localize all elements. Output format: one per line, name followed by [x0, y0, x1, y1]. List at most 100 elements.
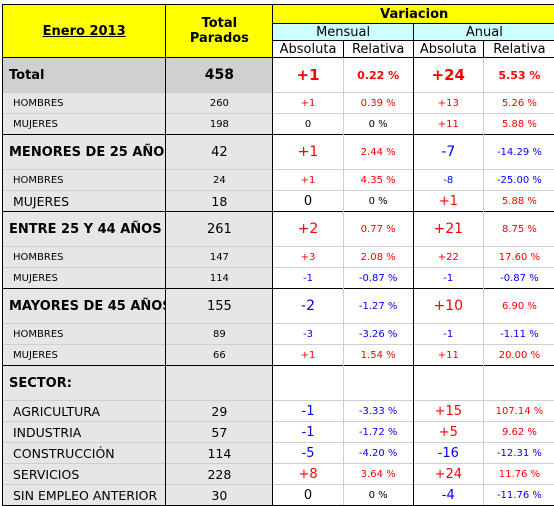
row-label: MUJERES: [3, 345, 166, 366]
anual-absoluta-value: +5: [413, 422, 483, 443]
mensual-absoluta-value: -1: [273, 422, 343, 443]
mensual-absoluta-value: 0: [273, 114, 343, 135]
total-parados-value: 228: [166, 464, 273, 485]
mensual-relativa-value: -0.87 %: [343, 268, 413, 289]
anual-relativa-value: 8.75 %: [483, 212, 554, 247]
anual-absoluta-value: -7: [413, 135, 483, 170]
total-parados-value: 29: [166, 401, 273, 422]
row-label: ENTRE 25 Y 44 AÑOS: [3, 212, 166, 247]
anual-relativa-value: 17.60 %: [483, 247, 554, 268]
anual-relativa-value: 5.26 %: [483, 93, 554, 114]
mensual-absoluta-value: +1: [273, 170, 343, 191]
variacion-header: Variacion: [273, 5, 554, 24]
mensual-absoluta-value: +1: [273, 135, 343, 170]
row-label: MUJERES: [3, 114, 166, 135]
anual-absoluta-value: -1: [413, 324, 483, 345]
mensual-relativa-value: -1.27 %: [343, 289, 413, 324]
total-parados-value: 30: [166, 485, 273, 506]
total-parados-value: 42: [166, 135, 273, 170]
anual-relativa-value: 107.14 %: [483, 401, 554, 422]
mensual-relativa-value: 2.44 %: [343, 135, 413, 170]
mensual-relativa-value: 0.77 %: [343, 212, 413, 247]
row-label: INDUSTRIA: [3, 422, 166, 443]
row-label: MAYORES DE 45 AÑOS: [3, 289, 166, 324]
mensual-absoluta-value: +8: [273, 464, 343, 485]
row-label: MUJERES: [3, 268, 166, 289]
anual-absoluta-value: -8: [413, 170, 483, 191]
anual-absoluta-value: +11: [413, 345, 483, 366]
anual-relativa-value: 20.00 %: [483, 345, 554, 366]
total-parados-value: 155: [166, 289, 273, 324]
mensual-absoluta-value: +1: [273, 345, 343, 366]
mensual-relativa-value: 0.39 %: [343, 93, 413, 114]
mensual-absoluta-value: -2: [273, 289, 343, 324]
mensual-relativa-value: 1.54 %: [343, 345, 413, 366]
anual-absoluta-value: -1: [413, 268, 483, 289]
anual-absoluta-value: [413, 366, 483, 401]
mensual-relativa-value: 2.08 %: [343, 247, 413, 268]
mensual-relativa-value: -3.26 %: [343, 324, 413, 345]
mensual-absoluta-value: +1: [273, 93, 343, 114]
total-parados-value: 57: [166, 422, 273, 443]
mensual-header: Mensual: [273, 24, 413, 41]
period-header: Enero 2013: [3, 5, 166, 58]
anual-relativa-value: [483, 366, 554, 401]
mensual-absoluta-value: -5: [273, 443, 343, 464]
mensual-absoluta-value: [273, 366, 343, 401]
anual-header: Anual: [413, 24, 554, 41]
row-label: AGRICULTURA: [3, 401, 166, 422]
total-parados-value: 198: [166, 114, 273, 135]
anual-absoluta-value: +1: [413, 191, 483, 212]
total-parados-value: 147: [166, 247, 273, 268]
anual-relativa-value: 5.88 %: [483, 191, 554, 212]
row-label: HOMBRES: [3, 247, 166, 268]
row-label: HOMBRES: [3, 170, 166, 191]
row-label: Total: [3, 58, 166, 93]
row-label: SERVICIOS: [3, 464, 166, 485]
mensual-absoluta-value: +3: [273, 247, 343, 268]
mensual-relativa-value: 3.64 %: [343, 464, 413, 485]
total-parados-value: 89: [166, 324, 273, 345]
section-row: SECTOR:: [3, 366, 554, 401]
anual-absoluta-value: -16: [413, 443, 483, 464]
anual-absoluta-value: +13: [413, 93, 483, 114]
row-label: CONSTRUCCIÓN: [3, 443, 166, 464]
anual-absoluta-header: Absoluta: [413, 41, 483, 58]
mensual-relativa-value: 0 %: [343, 485, 413, 506]
mensual-relativa-value: 4.35 %: [343, 170, 413, 191]
mensual-relativa-value: 0 %: [343, 191, 413, 212]
anual-relativa-value: 6.90 %: [483, 289, 554, 324]
mensual-absoluta-value: +1: [273, 58, 343, 93]
anual-relativa-value: 5.88 %: [483, 114, 554, 135]
anual-absoluta-value: -4: [413, 485, 483, 506]
total-parados-value: 18: [166, 191, 273, 212]
total-parados-value: 24: [166, 170, 273, 191]
total-parados-value: 66: [166, 345, 273, 366]
mensual-relativa-value: 0.22 %: [343, 58, 413, 93]
total-parados-value: 260: [166, 93, 273, 114]
anual-absoluta-value: +11: [413, 114, 483, 135]
total-parados-value: 458: [166, 58, 273, 93]
anual-absoluta-value: +15: [413, 401, 483, 422]
mensual-absoluta-value: +2: [273, 212, 343, 247]
mensual-relativa-value: 0 %: [343, 114, 413, 135]
row-label: SECTOR:: [3, 366, 166, 401]
mensual-absoluta-header: Absoluta: [273, 41, 343, 58]
mensual-relativa-value: -1.72 %: [343, 422, 413, 443]
mensual-absoluta-value: -3: [273, 324, 343, 345]
mensual-absoluta-value: -1: [273, 401, 343, 422]
